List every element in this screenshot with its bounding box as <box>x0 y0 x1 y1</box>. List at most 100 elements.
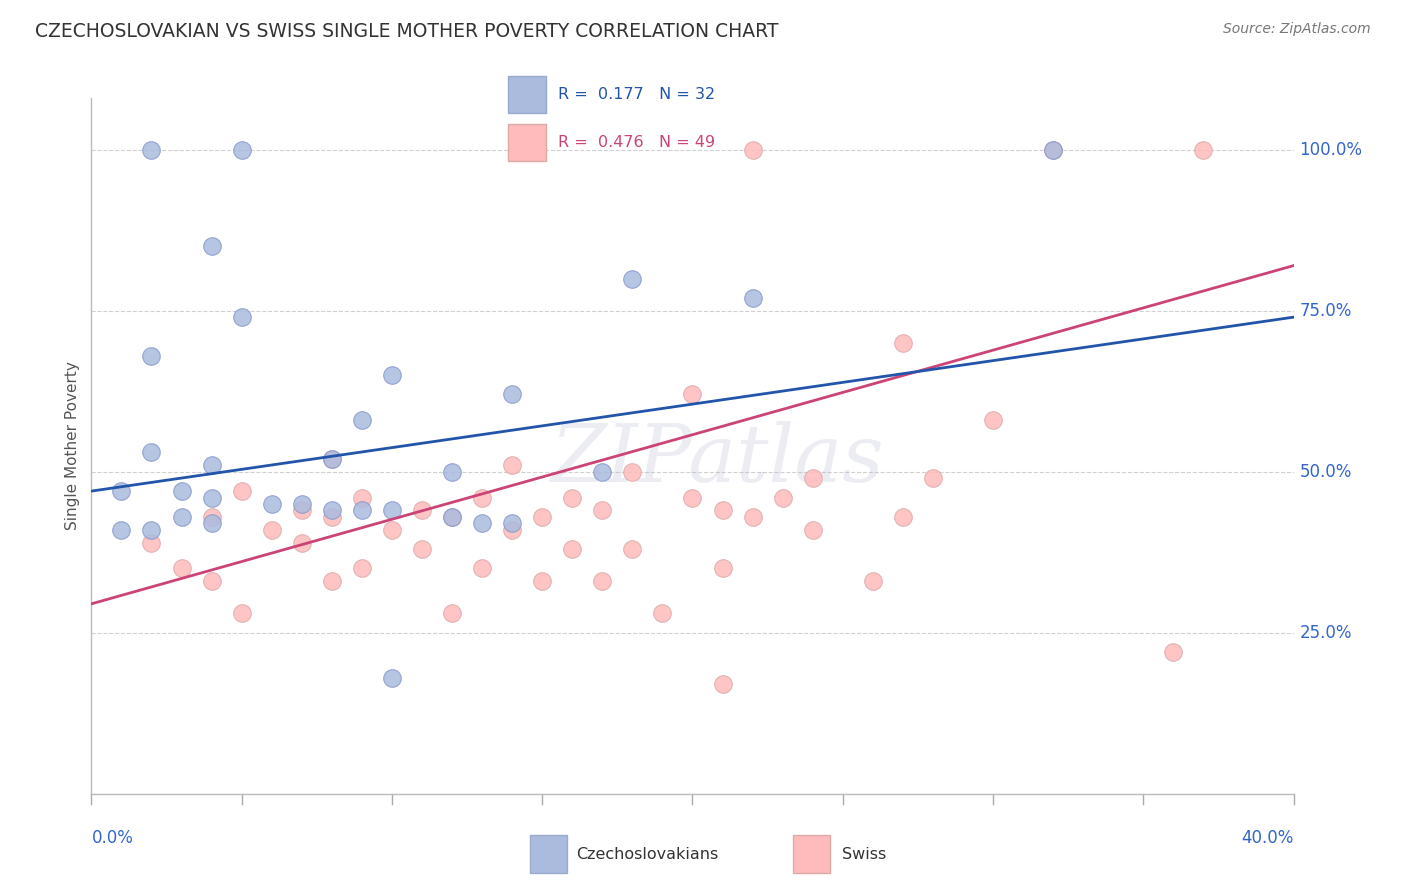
Point <box>141 535 163 549</box>
Y-axis label: Single Mother Poverty: Single Mother Poverty <box>65 361 80 531</box>
Point <box>170 561 193 575</box>
Point <box>201 509 224 524</box>
Point <box>711 677 734 691</box>
Text: CZECHOSLOVAKIAN VS SWISS SINGLE MOTHER POVERTY CORRELATION CHART: CZECHOSLOVAKIAN VS SWISS SINGLE MOTHER P… <box>35 22 779 41</box>
Point <box>711 503 734 517</box>
Point <box>531 574 554 589</box>
Point <box>772 491 794 505</box>
Point <box>981 413 1004 427</box>
Text: Swiss: Swiss <box>842 847 887 862</box>
Point <box>561 542 583 557</box>
Point <box>141 143 163 157</box>
Point <box>170 484 193 499</box>
Point <box>501 458 523 473</box>
Point <box>741 143 763 157</box>
Text: 40.0%: 40.0% <box>1241 829 1294 847</box>
Point <box>561 491 583 505</box>
Point <box>411 542 433 557</box>
Point <box>621 465 644 479</box>
Text: R =  0.177   N = 32: R = 0.177 N = 32 <box>558 87 716 102</box>
Point <box>350 491 373 505</box>
Text: ZIPatlas: ZIPatlas <box>550 421 883 499</box>
Point <box>141 349 163 363</box>
Point <box>440 509 463 524</box>
Text: 50.0%: 50.0% <box>1299 463 1353 481</box>
Point <box>321 451 343 466</box>
Point <box>141 445 163 459</box>
Point <box>471 516 494 531</box>
Point <box>681 491 703 505</box>
Point <box>741 291 763 305</box>
Point <box>440 465 463 479</box>
Point <box>891 335 914 350</box>
Point <box>381 368 404 383</box>
Point <box>501 387 523 401</box>
Point <box>141 523 163 537</box>
Point <box>291 535 314 549</box>
Point <box>321 509 343 524</box>
Point <box>711 561 734 575</box>
Point <box>321 574 343 589</box>
Point <box>411 503 433 517</box>
Point <box>440 607 463 621</box>
Point <box>862 574 884 589</box>
Text: 100.0%: 100.0% <box>1299 141 1362 159</box>
Point <box>381 503 404 517</box>
Point <box>201 491 224 505</box>
Point <box>381 523 404 537</box>
Point <box>110 523 132 537</box>
Point <box>110 484 132 499</box>
Point <box>1042 143 1064 157</box>
Point <box>170 509 193 524</box>
Point <box>381 671 404 685</box>
Point <box>651 607 673 621</box>
Point <box>231 484 253 499</box>
FancyBboxPatch shape <box>793 836 830 872</box>
Point <box>260 523 283 537</box>
FancyBboxPatch shape <box>509 76 546 113</box>
Point <box>260 497 283 511</box>
Point <box>922 471 945 485</box>
Point <box>801 523 824 537</box>
Point <box>321 451 343 466</box>
Point <box>350 413 373 427</box>
Point <box>1161 645 1184 659</box>
Point <box>231 143 253 157</box>
Text: Czechoslovakians: Czechoslovakians <box>576 847 718 862</box>
Point <box>201 458 224 473</box>
Point <box>231 607 253 621</box>
Point <box>321 503 343 517</box>
Point <box>350 561 373 575</box>
Point <box>591 574 613 589</box>
FancyBboxPatch shape <box>509 124 546 161</box>
Point <box>471 491 494 505</box>
Point <box>501 516 523 531</box>
FancyBboxPatch shape <box>530 836 567 872</box>
Point <box>471 561 494 575</box>
Point <box>201 574 224 589</box>
Point <box>621 271 644 285</box>
Text: 25.0%: 25.0% <box>1299 624 1353 642</box>
Point <box>231 310 253 325</box>
Point <box>201 239 224 253</box>
Point <box>591 503 613 517</box>
Text: 75.0%: 75.0% <box>1299 301 1353 319</box>
Point <box>621 542 644 557</box>
Point <box>201 516 224 531</box>
Point <box>741 509 763 524</box>
Point <box>591 465 613 479</box>
Point <box>891 509 914 524</box>
Point <box>291 497 314 511</box>
Point <box>801 471 824 485</box>
Text: R =  0.476   N = 49: R = 0.476 N = 49 <box>558 136 716 151</box>
Point <box>681 387 703 401</box>
Point <box>440 509 463 524</box>
Point <box>1192 143 1215 157</box>
Point <box>291 503 314 517</box>
Point <box>350 503 373 517</box>
Point <box>531 509 554 524</box>
Text: 0.0%: 0.0% <box>91 829 134 847</box>
Point <box>501 523 523 537</box>
Point <box>1042 143 1064 157</box>
Text: Source: ZipAtlas.com: Source: ZipAtlas.com <box>1223 22 1371 37</box>
